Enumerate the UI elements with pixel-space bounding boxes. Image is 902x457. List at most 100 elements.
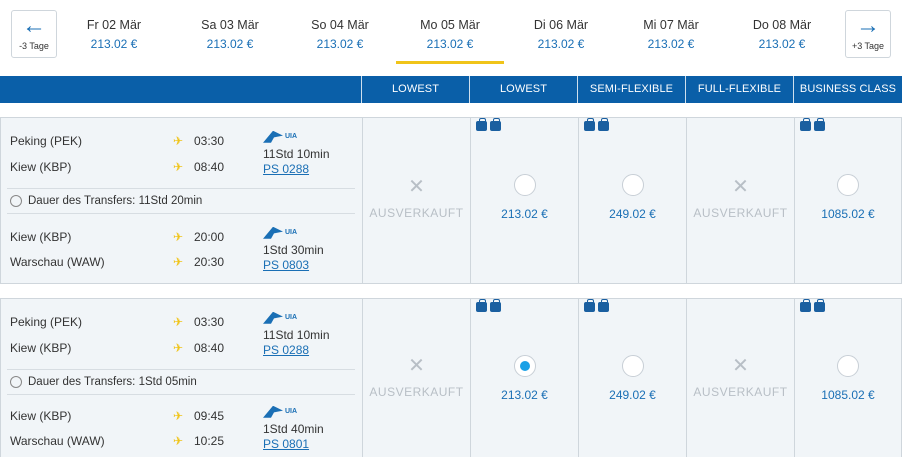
luggage-icon [476,299,487,312]
arrow-left-icon: ← [22,12,46,39]
airline-logo-text: UIA [285,408,298,416]
luggage-icon [814,299,825,312]
leg-duration: 1Std 40min [263,422,324,436]
baggage-indicator [476,118,504,131]
baggage-indicator [800,299,828,312]
next-days-label: +3 Tage [851,41,885,51]
fare-cell-sold-out: ✕ AUSVERKAUFT [362,299,470,457]
day-tab[interactable]: Sa 03 Mär 213.02 € [176,12,284,64]
airline-logo-text: UIA [285,133,298,141]
flight-option: Peking (PEK) ✈ 03:30 Kiew (KBP) ✈ 08:40 … [0,117,902,284]
flight-number-link[interactable]: PS 0801 [263,437,310,451]
arrival-city: Warschau (WAW) [10,255,105,269]
itinerary: Peking (PEK) ✈ 03:30 Kiew (KBP) ✈ 08:40 … [1,299,362,457]
arrival-time: 08:40 [194,341,225,355]
flight-leg: Kiew (KBP) ✈ 09:45 Warschau (WAW) ✈ 10:2… [1,403,362,457]
date-strip: ← -3 Tage Fr 02 Mär 213.02 € Sa 03 Mär 213… [0,0,902,66]
fare-radio-selected[interactable] [513,355,536,377]
fare-radio[interactable] [513,174,536,196]
landing-icon: ✈ [173,160,184,174]
day-label: Do 08 Mär [752,18,812,32]
arrival-time: 10:25 [194,434,225,448]
luggage-icon [814,118,825,131]
landing-icon: ✈ [173,255,184,269]
sold-out-label: AUSVERKAUFT [693,385,788,399]
luggage-icon [598,118,609,131]
transfer-info: Dauer des Transfers: 11Std 20min [7,188,355,214]
day-tab[interactable]: Do 08 Mär 213.02 € [728,12,836,64]
airline-logo: UIA [263,128,299,143]
day-tab[interactable]: Di 06 Mär 213.02 € [507,12,615,64]
fare-radio[interactable] [837,174,859,196]
transfer-info: Dauer des Transfers: 1Std 05min [7,369,355,395]
flight-option: Peking (PEK) ✈ 03:30 Kiew (KBP) ✈ 08:40 … [0,298,902,457]
arrival-city: Warschau (WAW) [10,434,105,448]
luggage-icon [476,118,487,131]
fare-cell-sold-out: ✕ AUSVERKAUFT [362,118,470,283]
fare-cell: 213.02 € [470,299,578,457]
day-tab[interactable]: So 04 Mär 213.02 € [286,12,394,64]
prev-days-button[interactable]: ← -3 Tage [11,10,57,58]
takeoff-icon: ✈ [173,315,184,329]
transfer-duration: Dauer des Transfers: 11Std 20min [28,195,203,207]
airline-logo-text: UIA [285,229,298,237]
luggage-icon [490,118,501,131]
flight-number-link[interactable]: PS 0288 [263,162,310,176]
day-price: 213.02 € [647,37,695,51]
flight-leg: Peking (PEK) ✈ 03:30 Kiew (KBP) ✈ 08:40 … [1,309,362,369]
fare-radio[interactable] [621,355,644,377]
luggage-icon [584,118,595,131]
airline-logo-text: UIA [285,314,298,322]
flight-number-link[interactable]: PS 0288 [263,343,310,357]
fare-cell-sold-out: ✕ AUSVERKAUFT [686,118,794,283]
departure-time: 03:30 [194,134,225,148]
itinerary: Peking (PEK) ✈ 03:30 Kiew (KBP) ✈ 08:40 … [1,118,362,283]
flight-leg: Kiew (KBP) ✈ 20:00 Warschau (WAW) ✈ 20:3… [1,224,362,284]
airline-logo: UIA [263,224,299,239]
arrival-city: Kiew (KBP) [10,160,72,174]
baggage-indicator [584,118,612,131]
fare-price: 1085.02 € [821,207,875,221]
fare-price: 213.02 € [501,207,548,221]
day-price: 213.02 € [426,37,474,51]
fare-cell: 249.02 € [578,118,686,283]
airline-logo: UIA [263,309,299,324]
departure-city: Kiew (KBP) [10,409,72,423]
close-icon: ✕ [732,355,749,377]
day-price: 213.02 € [758,37,806,51]
clock-icon [10,195,22,207]
close-icon: ✕ [408,176,425,198]
departure-city: Peking (PEK) [10,134,83,148]
fare-header: LOWEST AVAILABLE [361,76,469,122]
flight-number-link[interactable]: PS 0803 [263,258,310,272]
fare-price: 249.02 € [609,388,656,402]
fare-cell: 1085.02 € [794,299,901,457]
fare-cell: 249.02 € [578,299,686,457]
day-tab[interactable]: Fr 02 Mär 213.02 € [60,12,168,64]
fare-radio[interactable] [621,174,644,196]
sold-out-label: AUSVERKAUFT [693,206,788,220]
day-price: 213.02 € [206,37,254,51]
fare-header: SEMI-FLEXIBLE [577,76,685,103]
day-label: Di 06 Mär [533,18,589,32]
landing-icon: ✈ [173,341,184,355]
leg-duration: 11Std 10min [263,147,330,161]
day-tab-active[interactable]: Mo 05 Mär 213.02 € [396,12,504,64]
flight-leg: Peking (PEK) ✈ 03:30 Kiew (KBP) ✈ 08:40 … [1,128,362,188]
day-tab[interactable]: Mi 07 Mär 213.02 € [617,12,725,64]
fare-header: BUSINESS CLASS [793,76,902,103]
departure-city: Peking (PEK) [10,315,83,329]
sold-out-label: AUSVERKAUFT [369,385,464,399]
airline-logo: UIA [263,403,299,418]
fare-cell-sold-out: ✕ AUSVERKAUFT [686,299,794,457]
day-label: Mo 05 Mär [420,18,480,32]
fare-header-bar: LOWEST AVAILABLE LOWEST AVAILABLE SEMI-F… [0,76,902,122]
next-days-button[interactable]: → +3 Tage [845,10,891,58]
arrival-time: 20:30 [194,255,225,269]
day-label: So 04 Mär [311,18,369,32]
luggage-icon [598,299,609,312]
departure-time: 03:30 [194,315,225,329]
fare-price: 213.02 € [501,388,548,402]
fare-radio[interactable] [837,355,859,377]
landing-icon: ✈ [173,434,184,448]
